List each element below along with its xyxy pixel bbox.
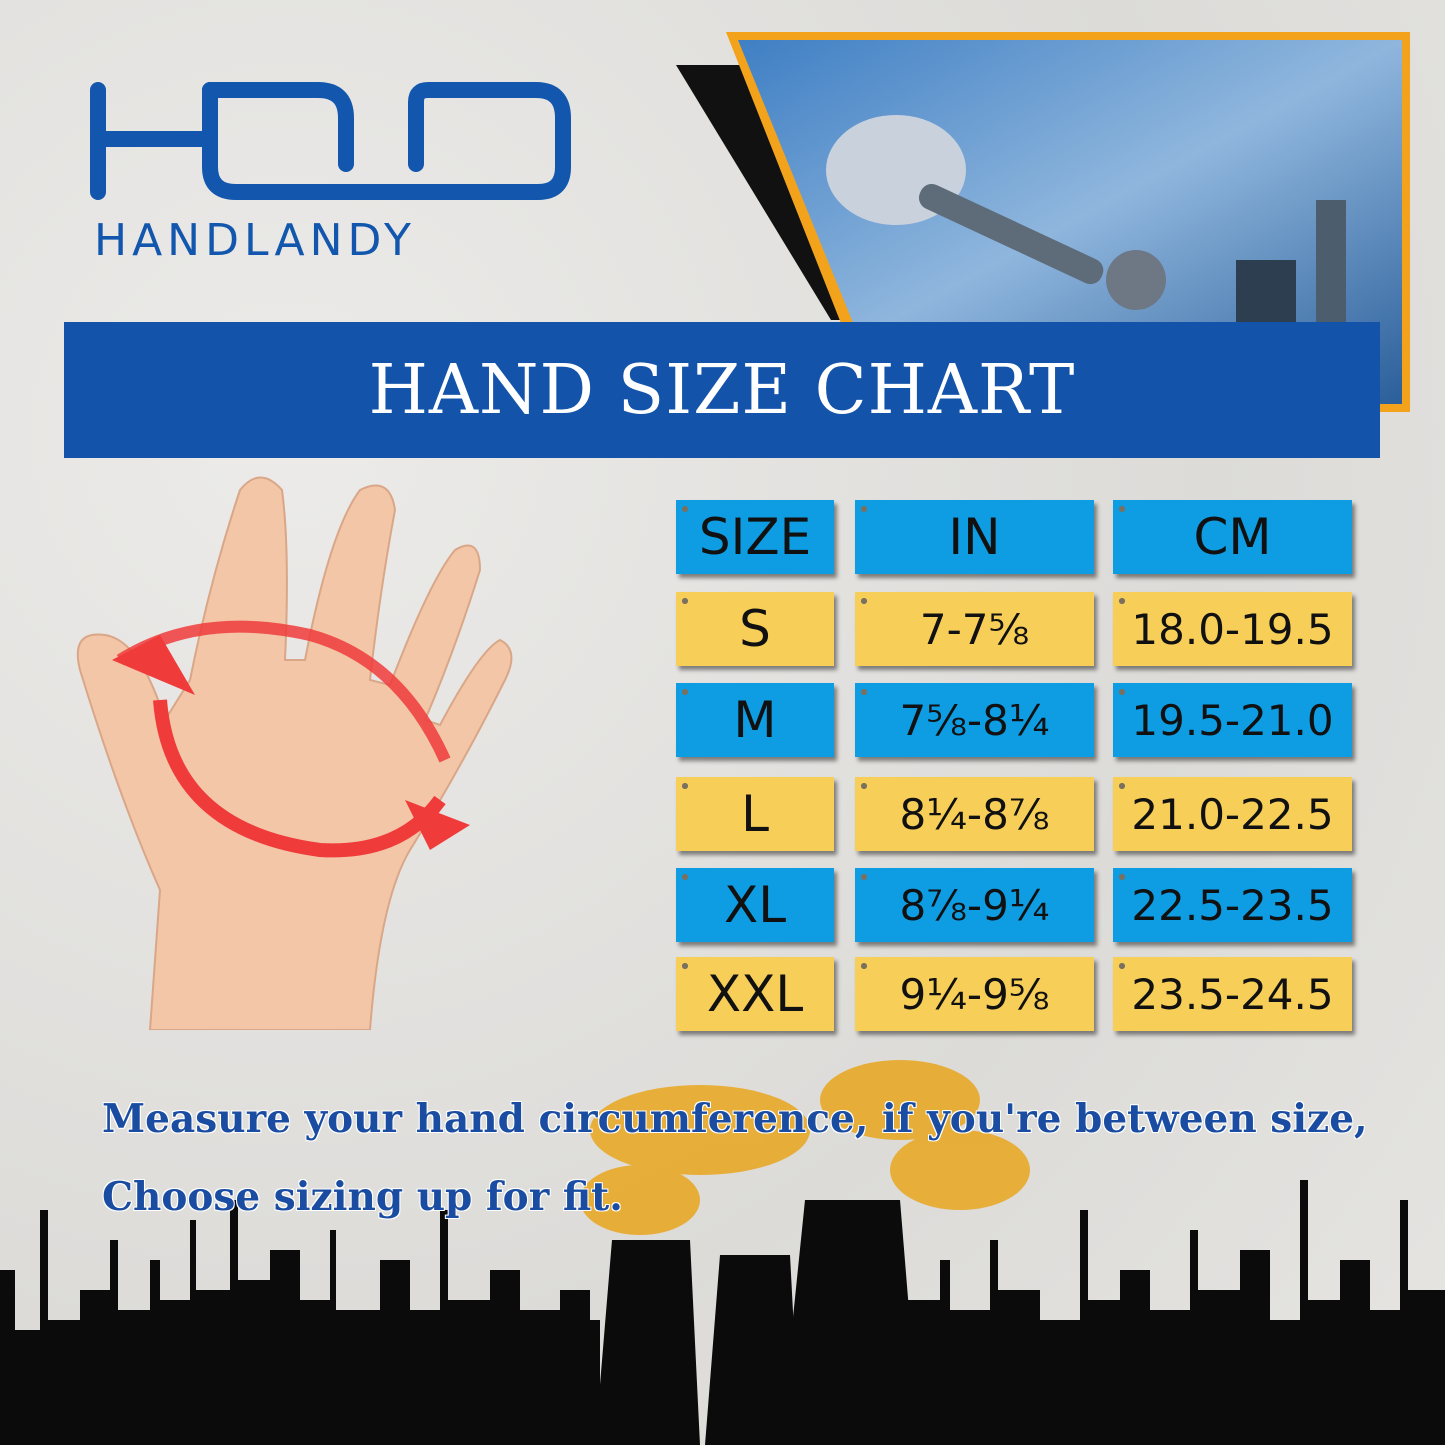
- cm-cell: 22.5-23.5: [1113, 868, 1352, 942]
- industrial-skyline: [0, 1060, 1445, 1445]
- header-cm: CM: [1113, 500, 1352, 574]
- handlandy-logo-mark: [90, 82, 571, 200]
- title-banner: HAND SIZE CHART: [64, 322, 1380, 458]
- cm-cell: 18.0-19.5: [1113, 592, 1352, 666]
- brand-name: HANDLANDY: [94, 215, 416, 266]
- inch-cell: 8¼-8⅞: [855, 777, 1094, 851]
- size-cell: S: [676, 592, 834, 666]
- size-cell: M: [676, 683, 834, 757]
- page-title: HAND SIZE CHART: [368, 350, 1076, 430]
- hand-measure-illustration: [76, 476, 513, 1030]
- size-cell: L: [676, 777, 834, 851]
- inch-cell: 8⅞-9¼: [855, 868, 1094, 942]
- sizing-note-line2: Choose sizing up for fit.: [102, 1174, 623, 1220]
- size-cell: XL: [676, 868, 834, 942]
- cm-cell: 21.0-22.5: [1113, 777, 1352, 851]
- cm-cell: 23.5-24.5: [1113, 957, 1352, 1031]
- cm-cell: 19.5-21.0: [1113, 683, 1352, 757]
- inch-cell: 7⅝-8¼: [855, 683, 1094, 757]
- sizing-note-line1: Measure your hand circumference, if you'…: [102, 1096, 1368, 1142]
- inch-cell: 9¼-9⅝: [855, 957, 1094, 1031]
- inch-cell: 7-7⅝: [855, 592, 1094, 666]
- header-in: IN: [855, 500, 1094, 574]
- size-cell: XXL: [676, 957, 834, 1031]
- header-size: SIZE: [676, 500, 834, 574]
